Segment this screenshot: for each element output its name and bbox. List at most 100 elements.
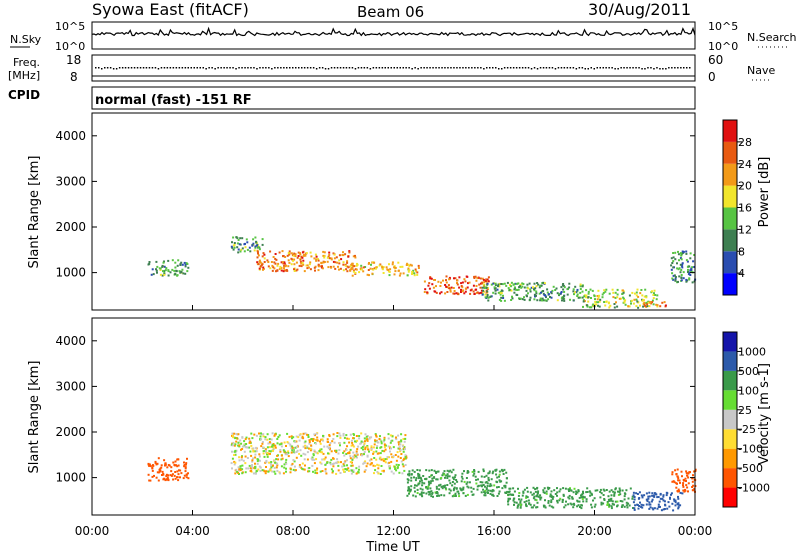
echo-cell-1 xyxy=(232,244,235,247)
echo-cell-1 xyxy=(353,454,356,457)
date-label: 30/Aug/2011 xyxy=(588,0,691,19)
echo-cell-1 xyxy=(258,465,261,468)
echo-cell-1 xyxy=(366,445,369,447)
echo-cell-0 xyxy=(157,479,160,482)
echo-cell-1 xyxy=(291,462,294,465)
echo-cell-1 xyxy=(254,245,257,248)
echo-cell-1 xyxy=(333,441,336,444)
echo-cell-1 xyxy=(274,444,277,447)
echo-cell-3 xyxy=(414,268,417,271)
echo-cell-2 xyxy=(488,471,491,474)
echo-cell-4 xyxy=(483,281,486,283)
echo-cell-1 xyxy=(331,440,334,443)
echo-cell-4 xyxy=(649,503,652,506)
echo-cell-4 xyxy=(670,492,673,495)
freq-point xyxy=(124,67,127,69)
echo-cell-6 xyxy=(632,302,635,305)
echo-cell-3 xyxy=(580,504,583,507)
echo-cell-3 xyxy=(544,499,546,502)
echo-cell-2 xyxy=(270,261,273,263)
echo-cell-5 xyxy=(484,293,487,296)
echo-cell-0 xyxy=(160,464,163,467)
echo-cell-2 xyxy=(486,485,489,487)
echo-cell-0 xyxy=(179,476,181,479)
echo-cell-3 xyxy=(588,490,591,493)
echo-cell-6 xyxy=(611,288,614,291)
echo-cell-5 xyxy=(544,294,547,297)
echo-cell-4 xyxy=(448,278,451,281)
echo-cell-1 xyxy=(377,464,380,467)
echo-cell-4 xyxy=(429,276,432,279)
echo-cell-2 xyxy=(419,487,422,490)
echo-cell-2 xyxy=(287,259,290,262)
power-colorbar-swatch xyxy=(723,185,737,208)
echo-cell-2 xyxy=(460,480,463,483)
echo-cell-4 xyxy=(648,503,651,506)
echo-cell-3 xyxy=(518,492,521,494)
echo-cell-8 xyxy=(679,252,682,255)
echo-cell-1 xyxy=(276,438,279,440)
echo-cell-5 xyxy=(533,289,536,292)
echo-cell-1 xyxy=(360,432,363,435)
echo-cell-2 xyxy=(408,470,411,473)
echo-cell-3 xyxy=(563,506,566,509)
echo-cell-3 xyxy=(518,498,520,501)
echo-cell-3 xyxy=(416,271,419,274)
freq-point xyxy=(286,67,288,69)
echo-cell-1 xyxy=(283,441,286,444)
echo-cell-1 xyxy=(304,432,307,435)
echo-cell-3 xyxy=(610,489,613,492)
echo-cell-1 xyxy=(363,461,366,464)
freq-point xyxy=(387,67,389,69)
echo-cell-3 xyxy=(569,487,571,490)
echo-cell-3 xyxy=(617,490,619,493)
echo-cell-1 xyxy=(231,450,233,453)
echo-cell-1 xyxy=(258,248,261,251)
echo-cell-1 xyxy=(304,453,307,456)
echo-cell-5 xyxy=(682,484,684,487)
echo-cell-2 xyxy=(428,483,431,486)
echo-cell-1 xyxy=(266,433,269,436)
echo-cell-1 xyxy=(285,462,288,465)
echo-cell-1 xyxy=(277,458,280,461)
freq-point xyxy=(659,68,661,70)
echo-cell-4 xyxy=(442,279,444,282)
echo-cell-2 xyxy=(342,254,345,257)
echo-cell-1 xyxy=(380,458,383,461)
echo-cell-2 xyxy=(274,253,277,255)
echo-cell-3 xyxy=(519,503,522,506)
echo-cell-0 xyxy=(148,464,151,467)
echo-cell-8 xyxy=(670,264,673,267)
echo-cell-4 xyxy=(652,494,655,497)
echo-cell-1 xyxy=(231,246,234,249)
echo-cell-2 xyxy=(316,258,319,260)
echo-cell-5 xyxy=(547,298,550,301)
echo-cell-1 xyxy=(237,444,240,447)
echo-cell-0 xyxy=(163,265,166,268)
echo-cell-4 xyxy=(456,283,459,286)
echo-cell-2 xyxy=(354,254,356,257)
echo-cell-1 xyxy=(320,438,323,441)
echo-cell-1 xyxy=(266,453,268,456)
echo-cell-3 xyxy=(415,270,418,273)
freq-point xyxy=(253,67,255,69)
echo-cell-1 xyxy=(244,246,247,249)
echo-cell-1 xyxy=(302,445,305,448)
echo-cell-0 xyxy=(148,261,151,263)
echo-cell-2 xyxy=(433,469,436,472)
echo-cell-1 xyxy=(332,438,335,440)
freq-point xyxy=(432,67,434,69)
freq-point xyxy=(602,67,604,69)
echo-cell-1 xyxy=(270,445,273,448)
echo-cell-3 xyxy=(562,493,565,496)
echo-cell-5 xyxy=(562,283,565,285)
echo-cell-8 xyxy=(682,271,685,274)
echo-cell-5 xyxy=(686,486,689,489)
echo-cell-2 xyxy=(332,265,335,268)
echo-cell-2 xyxy=(484,490,487,492)
echo-cell-1 xyxy=(332,465,335,468)
echo-cell-0 xyxy=(178,469,180,472)
echo-cell-2 xyxy=(436,491,439,493)
echo-cell-5 xyxy=(530,286,533,289)
echo-cell-3 xyxy=(408,264,411,267)
